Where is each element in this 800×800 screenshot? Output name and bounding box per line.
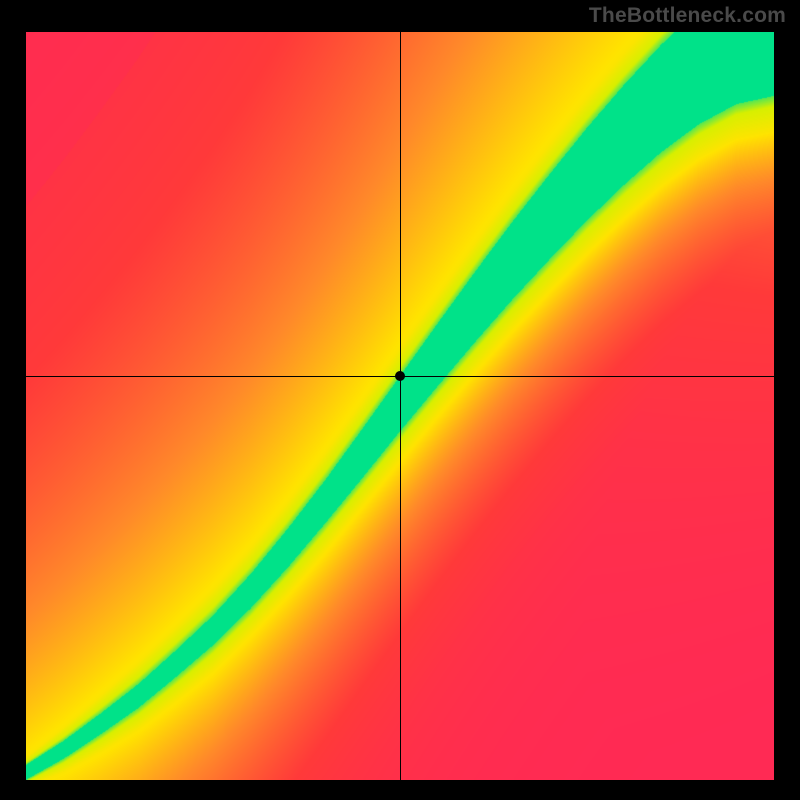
crosshair-vertical [400, 32, 401, 780]
page-root: TheBottleneck.com [0, 0, 800, 800]
heatmap-plot [26, 32, 774, 780]
watermark-text: TheBottleneck.com [589, 4, 786, 28]
